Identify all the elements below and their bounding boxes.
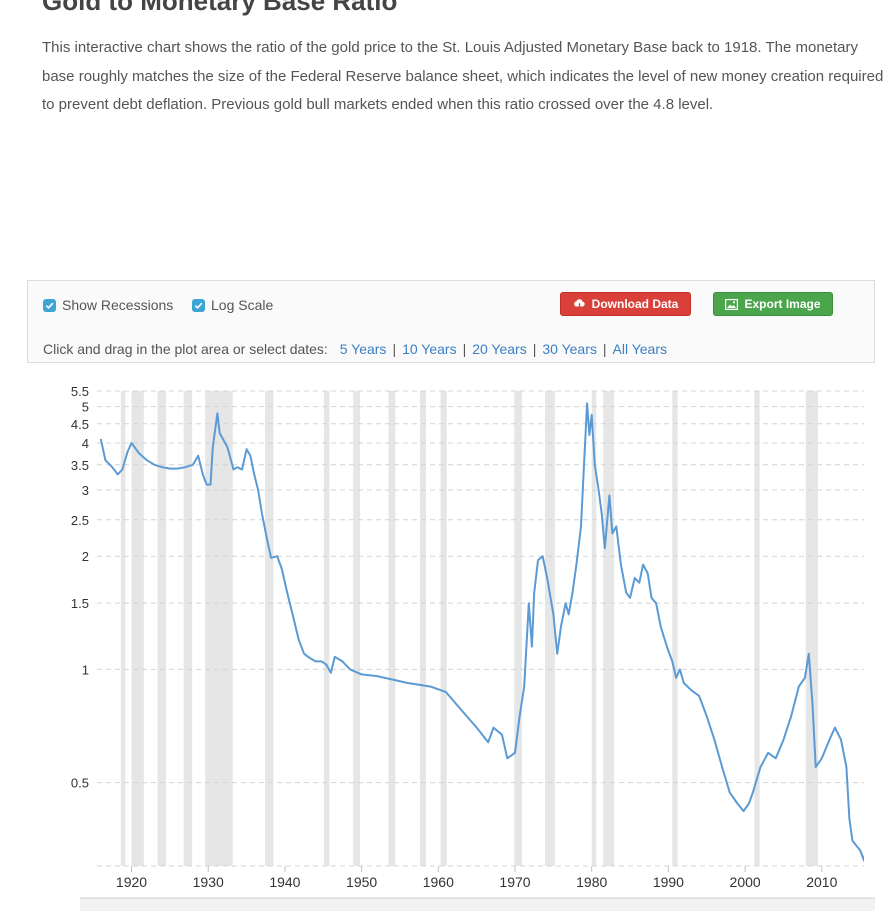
recession-band <box>157 391 167 866</box>
series-line <box>99 402 864 862</box>
y-tick-label: 2.5 <box>71 513 89 528</box>
recession-band <box>603 391 614 866</box>
export-image-label: Export Image <box>744 297 821 311</box>
checkmark-icon <box>43 298 56 312</box>
download-data-label: Download Data <box>591 297 679 311</box>
show-recessions-label: Show Recessions <box>62 297 174 313</box>
range-navigator[interactable] <box>80 897 875 911</box>
y-axis: 5.55 4.5 4 3.5 3 2.5 2 1.5 1 0.5 <box>71 384 89 791</box>
range-20-years-link[interactable]: 20 Years <box>472 341 527 357</box>
x-tick-label: 1950 <box>346 874 377 890</box>
x-tick-label: 2000 <box>730 874 761 890</box>
cloud-download-icon <box>573 298 586 310</box>
page-title: Gold to Monetary Base Ratio <box>42 0 398 16</box>
recession-band <box>805 391 818 866</box>
recession-band <box>205 391 233 866</box>
recession-band <box>591 391 597 866</box>
page-description: This interactive chart shows the ratio o… <box>42 39 884 113</box>
log-scale-label: Log Scale <box>211 297 274 313</box>
recession-band <box>440 391 447 866</box>
recession-band <box>131 391 144 866</box>
x-tick-label: 1970 <box>499 874 530 890</box>
x-tick-label: 1920 <box>116 874 147 890</box>
range-5-years-link[interactable]: 5 Years <box>339 341 387 357</box>
date-range-prompt: Click and drag in the plot area or selec… <box>43 341 328 357</box>
y-tick-label: 3 <box>82 483 89 498</box>
range-all-years-link[interactable]: All Years <box>612 341 667 357</box>
x-tick-label: 2010 <box>806 874 837 890</box>
x-tick-label: 1940 <box>269 874 300 890</box>
x-tick-label: 1980 <box>576 874 607 890</box>
range-separator: | <box>392 341 397 357</box>
recession-band <box>544 391 555 866</box>
chart-toolbar: Show Recessions Log Scale Download Data … <box>27 280 875 363</box>
export-image-button[interactable]: Export Image <box>713 292 833 316</box>
y-tick-label: 1 <box>82 662 89 677</box>
x-tick-label: 1930 <box>193 874 224 890</box>
checkmark-icon <box>192 298 205 312</box>
recession-band <box>324 391 330 866</box>
range-10-years-link[interactable]: 10 Years <box>402 341 457 357</box>
y-tick-label: 5 <box>82 400 89 415</box>
download-data-button[interactable]: Download Data <box>560 292 691 316</box>
y-tick-label: 4.5 <box>71 417 89 432</box>
y-tick-label: 2 <box>82 549 89 564</box>
recession-band <box>264 391 274 866</box>
range-30-years-link[interactable]: 30 Years <box>542 341 597 357</box>
x-tick-label: 1990 <box>653 874 684 890</box>
range-separator: | <box>602 341 607 357</box>
x-axis: 1920 1930 1940 1950 1960 1970 1980 1990 2000 2010 <box>116 866 838 890</box>
series-layer <box>99 402 864 862</box>
ratio-chart[interactable]: 5.55 4.5 4 3.5 3 2.5 2 1.5 1 0.5 1920 1930 1940 1950… <box>0 378 889 911</box>
recession-band <box>183 391 193 866</box>
image-icon <box>725 298 739 310</box>
y-tick-label: 3.5 <box>71 458 89 473</box>
recession-bands <box>120 391 818 866</box>
range-separator: | <box>532 341 537 357</box>
recession-band <box>672 391 678 866</box>
range-separator: | <box>462 341 467 357</box>
recession-band <box>388 391 396 866</box>
date-range-selector: Click and drag in the plot area or selec… <box>43 341 667 357</box>
recession-band <box>514 391 522 866</box>
show-recessions-checkbox[interactable]: Show Recessions <box>43 295 173 315</box>
recession-band <box>353 391 361 866</box>
recession-band <box>419 391 427 866</box>
x-tick-label: 1960 <box>423 874 454 890</box>
recession-band <box>754 391 760 866</box>
y-tick-label: 0.5 <box>71 776 89 791</box>
y-tick-label: 1.5 <box>71 596 89 611</box>
log-scale-checkbox[interactable]: Log Scale <box>192 295 273 315</box>
recession-band <box>120 391 126 866</box>
y-tick-label: 5.5 <box>71 384 89 399</box>
y-tick-label: 4 <box>82 436 89 451</box>
